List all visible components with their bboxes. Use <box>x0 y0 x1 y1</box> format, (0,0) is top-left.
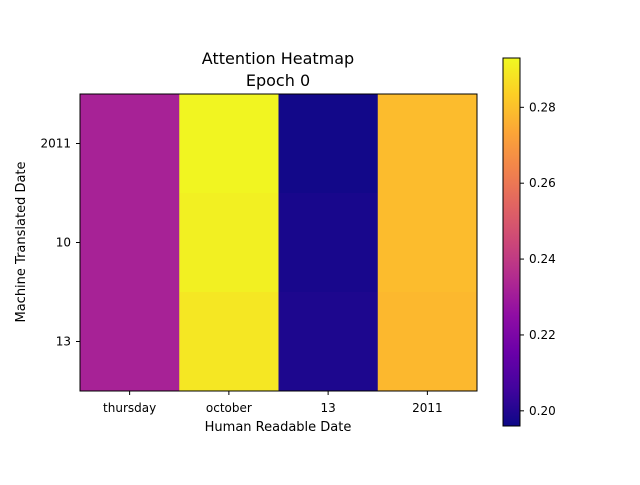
y-axis: 2011 10 13 <box>40 137 80 349</box>
heatmap-cell <box>278 292 379 392</box>
heatmap-cell <box>377 292 478 392</box>
colorbar-tick-label: 0.24 <box>529 252 556 266</box>
y-tick-label: 13 <box>56 335 71 349</box>
x-tick-label: thursday <box>103 401 156 415</box>
heatmap-cell <box>80 292 180 392</box>
y-axis-label: Machine Translated Date <box>14 161 29 322</box>
x-tick-label: 2011 <box>412 401 443 415</box>
y-tick-label: 2011 <box>40 137 71 151</box>
heatmap-cell <box>179 292 279 392</box>
colorbar-tick-label: 0.26 <box>529 176 556 190</box>
x-axis: thursday october 13 2011 <box>103 391 443 415</box>
heatmap-cell <box>377 94 478 194</box>
x-tick-label: 13 <box>320 401 335 415</box>
heatmap-cell <box>278 94 379 194</box>
x-axis-label: Human Readable Date <box>205 420 352 435</box>
chart-title-line-1: Attention Heatmap <box>202 49 354 68</box>
chart-title-line-2: Epoch 0 <box>246 71 310 90</box>
colorbar-tick-label: 0.22 <box>529 328 556 342</box>
colorbar-frame <box>502 57 521 427</box>
heatmap-cell <box>179 193 279 293</box>
colorbar-tick-label: 0.28 <box>529 100 556 114</box>
heatmap-cell <box>80 94 180 194</box>
colorbar: 0.20 0.22 0.24 0.26 0.28 <box>502 57 556 427</box>
y-tick-label: 10 <box>56 236 71 250</box>
heatmap-cells <box>80 94 478 392</box>
x-tick-label: october <box>206 401 252 415</box>
colorbar-tick-label: 0.20 <box>529 404 556 418</box>
heatmap-cell <box>377 193 478 293</box>
heatmap-cell <box>80 193 180 293</box>
heatmap-cell <box>278 193 379 293</box>
colorbar-gradient <box>503 58 520 426</box>
heatmap-cell <box>179 94 279 194</box>
